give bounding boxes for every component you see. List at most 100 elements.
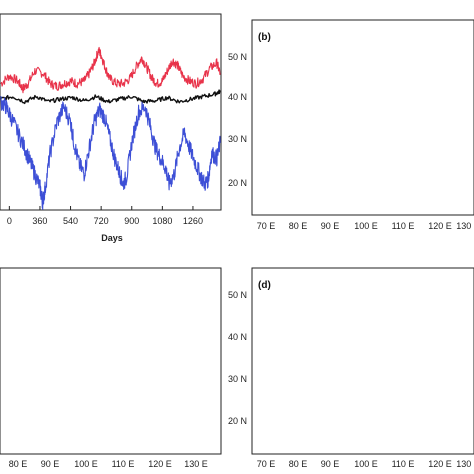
station-marker xyxy=(387,153,389,155)
station-marker xyxy=(385,120,387,122)
station-marker xyxy=(104,319,107,322)
station-marker xyxy=(90,406,93,409)
station-marker xyxy=(424,61,426,63)
province-lines xyxy=(341,79,419,173)
station-marker xyxy=(344,385,346,387)
station-marker xyxy=(376,126,378,128)
station-marker xyxy=(374,83,376,85)
station-marker xyxy=(109,330,112,333)
station-marker xyxy=(321,390,323,392)
station-marker xyxy=(108,402,111,405)
station-marker xyxy=(159,405,162,408)
station-marker xyxy=(420,420,422,422)
station-marker xyxy=(144,367,147,370)
station-marker xyxy=(369,400,371,402)
station-marker xyxy=(92,354,95,357)
station-marker xyxy=(106,319,109,322)
station-marker xyxy=(138,351,141,354)
station-marker xyxy=(161,385,164,388)
station-marker xyxy=(106,365,109,368)
station-marker xyxy=(334,76,336,78)
station-marker xyxy=(369,141,371,143)
station-marker xyxy=(432,349,434,351)
station-marker xyxy=(416,376,418,378)
station-marker xyxy=(393,397,395,399)
longitude-labels: 70 E 80 E 90 E 100 E 110 E 120 E 130 E 70 E 80 E… xyxy=(9,221,474,469)
mountain-belt-north xyxy=(11,287,188,324)
station-marker xyxy=(377,182,379,184)
station-marker xyxy=(397,336,399,338)
station-marker xyxy=(86,316,89,319)
latitude-label: 30 N xyxy=(228,374,247,384)
station-marker xyxy=(140,384,143,387)
station-marker xyxy=(94,414,97,417)
station-marker xyxy=(138,309,141,312)
station-marker xyxy=(71,310,74,313)
latitude-label: 40 N xyxy=(228,92,247,102)
station-marker xyxy=(120,402,123,405)
station-marker xyxy=(105,408,108,411)
station-marker xyxy=(433,120,435,122)
x-tick-label: 360 xyxy=(32,216,47,226)
station-marker xyxy=(166,413,169,416)
station-marker xyxy=(175,332,178,335)
station-marker xyxy=(173,384,176,387)
station-marker xyxy=(360,383,362,385)
station-marker xyxy=(360,133,362,135)
station-marker xyxy=(423,108,425,110)
station-marker xyxy=(157,415,160,418)
station-marker xyxy=(178,327,181,330)
station-marker xyxy=(343,67,345,69)
station-marker xyxy=(293,321,295,323)
station-marker xyxy=(389,160,391,162)
station-marker xyxy=(393,421,395,423)
station-marker xyxy=(398,359,400,361)
station-marker xyxy=(44,423,47,426)
station-marker xyxy=(344,182,346,184)
station-marker xyxy=(159,355,162,358)
station-marker xyxy=(359,122,361,124)
station-marker xyxy=(99,404,102,407)
station-marker xyxy=(149,363,152,366)
station-marker xyxy=(368,405,370,407)
province-lines xyxy=(341,324,419,413)
station-marker xyxy=(119,403,122,406)
station-marker xyxy=(430,364,432,366)
station-marker xyxy=(369,75,371,77)
longitude-label: 80 E xyxy=(9,459,28,469)
station-marker xyxy=(357,145,359,147)
station-marker xyxy=(433,368,435,370)
station-marker xyxy=(340,105,342,107)
station-marker xyxy=(134,402,137,405)
mountain-belt-north xyxy=(263,287,441,324)
station-marker xyxy=(124,326,127,329)
station-marker xyxy=(425,169,427,171)
series-layer xyxy=(0,46,221,210)
longitude-label: 70 E xyxy=(257,459,276,469)
station-marker xyxy=(147,359,150,362)
station-marker xyxy=(133,364,136,367)
x-tick-label: 720 xyxy=(94,216,109,226)
station-marker xyxy=(387,343,389,345)
station-marker xyxy=(350,150,352,152)
station-marker xyxy=(145,393,148,396)
station-marker xyxy=(426,103,428,105)
station-marker xyxy=(135,344,138,347)
station-marker xyxy=(149,354,152,357)
station-marker xyxy=(58,314,61,317)
station-marker xyxy=(58,313,61,316)
northern-ridge xyxy=(274,334,341,347)
station-marker xyxy=(423,119,425,121)
station-marker xyxy=(163,398,166,401)
plateau-slope xyxy=(262,346,366,388)
latitude-label: 20 N xyxy=(228,178,247,188)
station-marker xyxy=(150,332,153,335)
map-panel-c xyxy=(0,268,221,454)
station-marker xyxy=(119,372,122,375)
station-marker xyxy=(113,316,116,319)
station-marker xyxy=(123,343,126,346)
station-marker xyxy=(424,112,426,114)
station-marker xyxy=(173,384,176,387)
station-marker xyxy=(418,179,420,181)
station-marker xyxy=(114,396,117,399)
